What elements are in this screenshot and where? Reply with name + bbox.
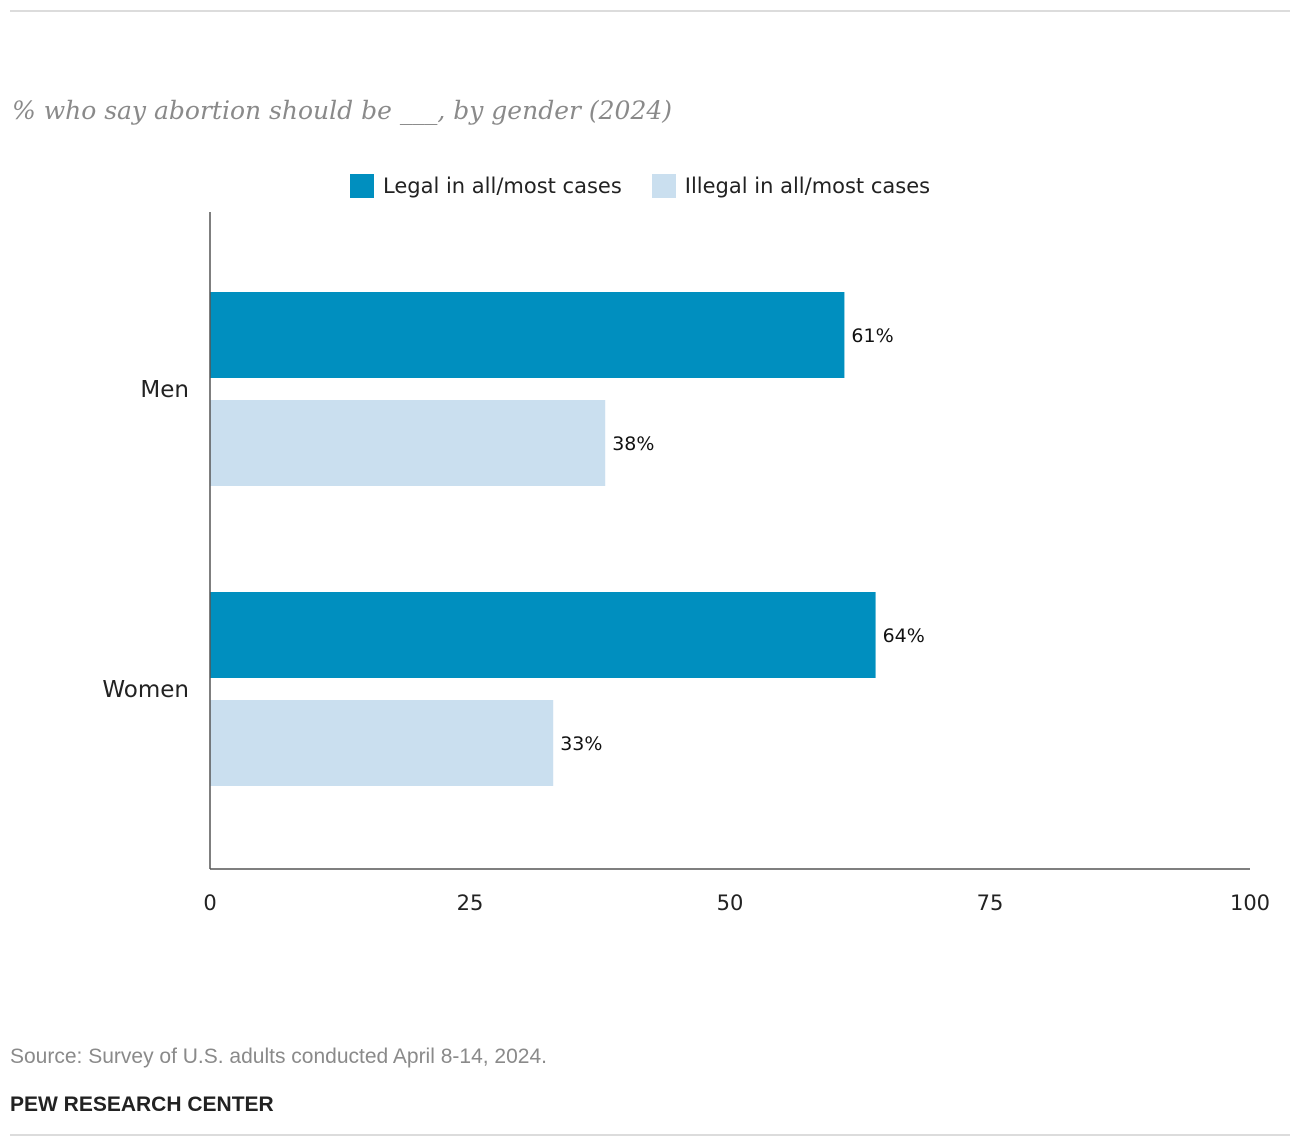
legend: Legal in all/most cases Illegal in all/m… [350, 174, 960, 198]
x-tick-label-75: 75 [977, 891, 1004, 915]
category-label-men: Men [140, 377, 189, 403]
source-note: Source: Survey of U.S. adults conducted … [10, 1045, 547, 1068]
value-label-women-illegal: 33% [560, 733, 602, 755]
bar-men-legal [210, 292, 845, 378]
bar-women-illegal [210, 700, 554, 786]
value-label-men-legal: 61% [851, 325, 893, 347]
legend-swatch-legal [350, 174, 374, 198]
bottom-rule [10, 1134, 1290, 1136]
chart-subtitle: % who say abortion should be ___, by gen… [12, 96, 673, 125]
top-rule [10, 10, 1290, 12]
legend-swatch-illegal [651, 174, 676, 198]
x-tick-label-25: 25 [457, 891, 484, 915]
bar-women-legal [210, 592, 876, 678]
legend-item-legal: Legal in all/most cases [350, 174, 622, 198]
bar-chart: 61% 38% Men 64% 33% Women 0 25 50 75 100 [102, 212, 1270, 915]
x-tick-label-50: 50 [717, 891, 744, 915]
x-tick-label-0: 0 [203, 891, 216, 915]
value-label-men-illegal: 38% [612, 433, 654, 455]
x-tick-label-100: 100 [1230, 891, 1270, 915]
bar-men-illegal [210, 400, 606, 486]
brand-name: PEW RESEARCH CENTER [10, 1093, 274, 1116]
value-label-women-legal: 64% [883, 625, 925, 647]
legend-item-illegal: Illegal in all/most cases [651, 174, 931, 198]
category-label-women: Women [102, 677, 189, 703]
legend-label-legal: Legal in all/most cases [383, 174, 622, 198]
legend-label-illegal: Illegal in all/most cases [684, 174, 931, 198]
